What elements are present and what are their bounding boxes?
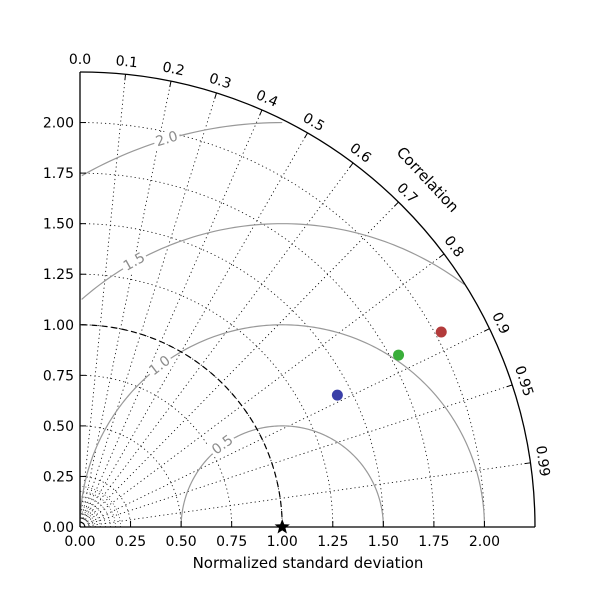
correlation-tick [506,384,513,388]
reference-std-arc [79,324,283,528]
correlation-gridline [79,109,263,528]
correlation-gridline [79,132,308,528]
origin-gridline [79,511,96,528]
x-tick-label: 1.00 [267,534,298,550]
correlation-tick-label: 0.6 [346,140,373,166]
correlation-gridline [79,162,354,528]
std-gridline [79,324,283,528]
correlation-axis-title: Correlation [393,143,463,216]
correlation-gridline [79,92,217,528]
origin-gridline [79,491,116,528]
y-tick-label: 0.00 [43,520,74,536]
data-point [435,326,447,338]
x-axis-title: Normalized standard deviation [193,554,424,572]
rms-label-background [144,351,176,381]
correlation-tick-label: 0.0 [69,52,91,68]
rms-label-background [152,127,182,151]
origin-gridline [79,516,91,528]
y-tick-label: 1.25 [43,267,74,283]
correlation-tick-label: 0.99 [532,445,552,478]
y-tick-label: 0.25 [43,469,74,485]
y-tick-label: 1.50 [43,217,74,233]
x-tick-label: 0.00 [64,534,95,550]
x-tick-label: 0.25 [115,534,146,550]
rms-contour-label: 2.0 [154,129,180,151]
correlation-gridline [79,74,126,528]
correlation-tick-label: 0.2 [161,59,186,79]
rms-contour [180,425,384,528]
x-tick-label: 1.25 [317,534,348,550]
y-tick-label: 1.00 [43,318,74,334]
grid-layer [79,72,531,528]
correlation-gridline [79,462,531,528]
axes-frame [79,71,536,528]
correlation-tick-label: 0.8 [441,233,467,260]
origin-gridline [79,496,111,528]
correlation-gridline [79,253,445,528]
data-point [393,349,405,361]
correlation-gridline [79,201,399,528]
y-tick-label: 0.50 [43,419,74,435]
std-gridline [79,374,233,528]
rms-contour-label: 1.0 [146,353,173,379]
std-gridline [79,273,334,528]
y-tick-label: 2.00 [43,116,74,132]
correlation-tick-label: 0.4 [253,87,280,111]
origin-gridline [79,506,101,528]
correlation-tick [124,74,126,81]
correlation-tick [393,201,399,207]
x-tick-label: 0.50 [166,534,197,550]
correlation-tick [483,328,490,332]
y-tick-label: 0.75 [43,368,74,384]
x-tick-label: 1.50 [368,534,399,550]
correlation-tick-label: 0.3 [207,71,233,93]
data-point [331,389,343,401]
x-tick-label: 1.75 [418,534,449,550]
reference-star-icon [274,519,290,534]
std-gridline [79,172,435,528]
correlation-tick [524,462,531,465]
rms-label-background [207,431,239,460]
correlation-gridline [79,328,490,528]
correlation-tick [304,132,308,139]
correlation-gridline [79,384,513,528]
correlation-gridline [79,81,172,528]
x-tick-label: 0.75 [216,534,247,550]
correlation-tick [348,162,354,169]
correlation-tick [169,81,172,88]
rms-contour [81,121,283,177]
rms-label-background [118,248,150,276]
correlation-tick-label: 0.1 [115,53,139,71]
std-gridline [79,476,131,528]
outer-arc [79,71,536,528]
rms-contour [79,324,486,528]
axis-labels: 0.51.01.52.00.000.000.250.250.500.500.75… [43,52,553,550]
data-points [274,326,447,534]
correlation-tick [438,253,445,259]
x-tick-label: 2.00 [469,534,500,550]
y-tick-label: 1.75 [43,166,74,182]
correlation-tick [259,109,263,116]
correlation-tick [214,92,217,99]
